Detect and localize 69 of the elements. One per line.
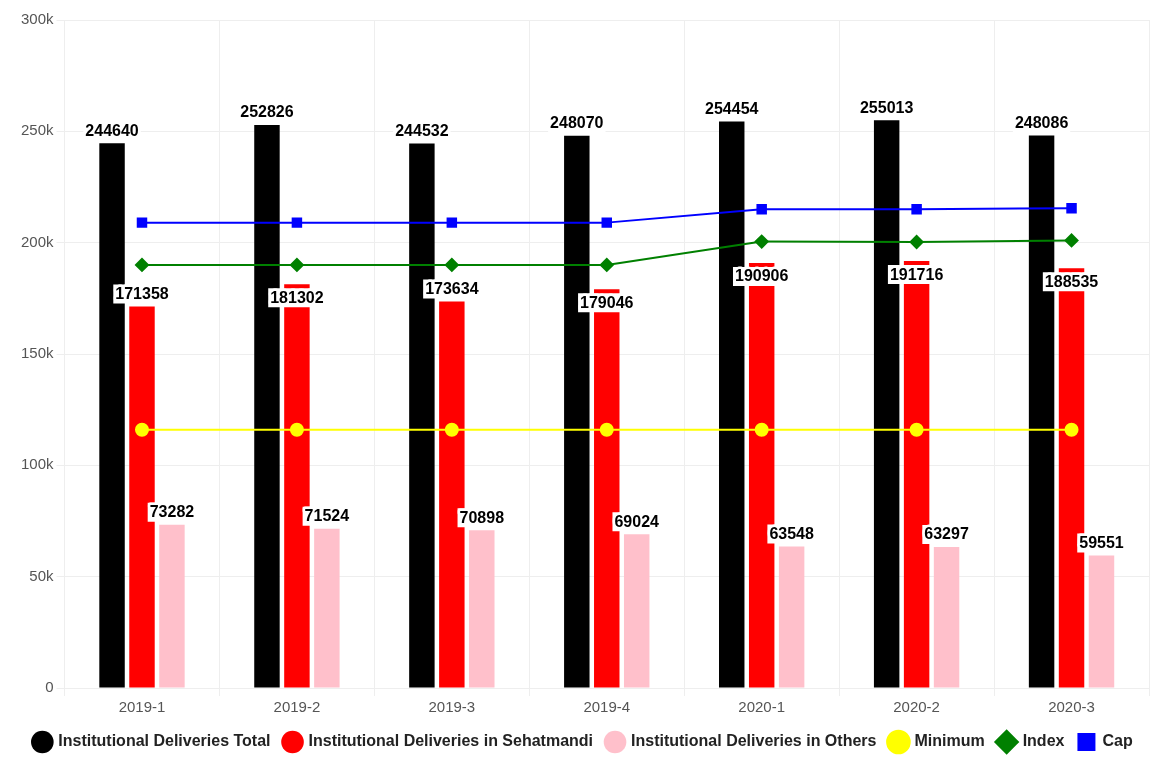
data-label: 244532: [395, 121, 449, 139]
point: [1066, 202, 1077, 214]
data-label: 248070: [550, 114, 604, 132]
point: [136, 217, 148, 228]
x-tick-label: 2019-4: [583, 698, 631, 716]
bar: [469, 530, 495, 688]
y-tick-label: 250k: [21, 121, 55, 139]
legend-label: Institutional Deliveries Total: [58, 732, 271, 750]
data-label: 190906: [734, 267, 789, 285]
data-label: 252826: [240, 103, 294, 121]
y-tick-label: 50k: [29, 566, 55, 584]
legend-label: Institutional Deliveries in Others: [631, 732, 877, 750]
data-label: 188535: [1044, 272, 1099, 290]
point: [446, 217, 458, 228]
x-tick-label: 2019-2: [273, 698, 321, 716]
data-label: 191716: [889, 265, 944, 283]
data-label: 255013: [859, 98, 914, 116]
point: [289, 257, 304, 272]
x-tick-label: 2019-3: [428, 698, 476, 716]
data-label: 73282: [149, 503, 195, 521]
bar: [159, 524, 185, 688]
data-label: 181302: [270, 288, 324, 306]
legend-label: Index: [1022, 732, 1065, 750]
bar: [778, 546, 805, 688]
data-label: 63548: [769, 524, 814, 542]
bar: [933, 547, 960, 688]
point: [754, 422, 769, 437]
y-tick-label: 300k: [21, 10, 55, 28]
bar: [314, 528, 340, 688]
bar: [623, 534, 650, 688]
data-label: 71524: [304, 507, 350, 525]
bar: [1088, 555, 1115, 688]
legend-label: Minimum: [914, 732, 985, 750]
point: [599, 422, 614, 437]
legend-label: Institutional Deliveries in Sehatmandi: [308, 732, 594, 750]
data-label: 179046: [580, 293, 634, 311]
point: [134, 257, 149, 272]
point: [289, 422, 304, 437]
y-tick-label: 150k: [21, 344, 55, 362]
data-label: 63297: [924, 525, 969, 543]
x-tick-label: 2020-3: [1048, 698, 1095, 716]
point: [754, 234, 769, 249]
x-tick-label: 2019-1: [118, 698, 166, 716]
point: [134, 422, 149, 437]
point: [1064, 422, 1079, 437]
x-tick-label: 2020-1: [738, 698, 786, 716]
point: [291, 217, 303, 228]
data-label: 59551: [1079, 533, 1124, 551]
x-tick-label: 2020-2: [893, 698, 940, 716]
data-label: 254454: [705, 99, 759, 117]
point: [599, 257, 614, 272]
data-label: 173634: [425, 279, 479, 297]
legend-label: Cap: [1102, 732, 1133, 750]
data-label: 244640: [85, 121, 139, 139]
point: [1064, 233, 1079, 248]
point: [444, 422, 459, 437]
y-tick-label: 200k: [21, 232, 55, 250]
point: [911, 204, 922, 215]
y-tick-label: 0: [45, 678, 54, 696]
data-label: 248086: [1014, 114, 1069, 131]
data-label: 171358: [115, 284, 169, 302]
data-label: 70898: [459, 508, 505, 526]
y-tick-label: 100k: [21, 455, 55, 473]
point: [756, 204, 767, 215]
point: [601, 217, 613, 228]
point: [909, 235, 924, 249]
point: [444, 257, 459, 272]
data-label: 69024: [614, 512, 660, 530]
point: [909, 422, 924, 437]
